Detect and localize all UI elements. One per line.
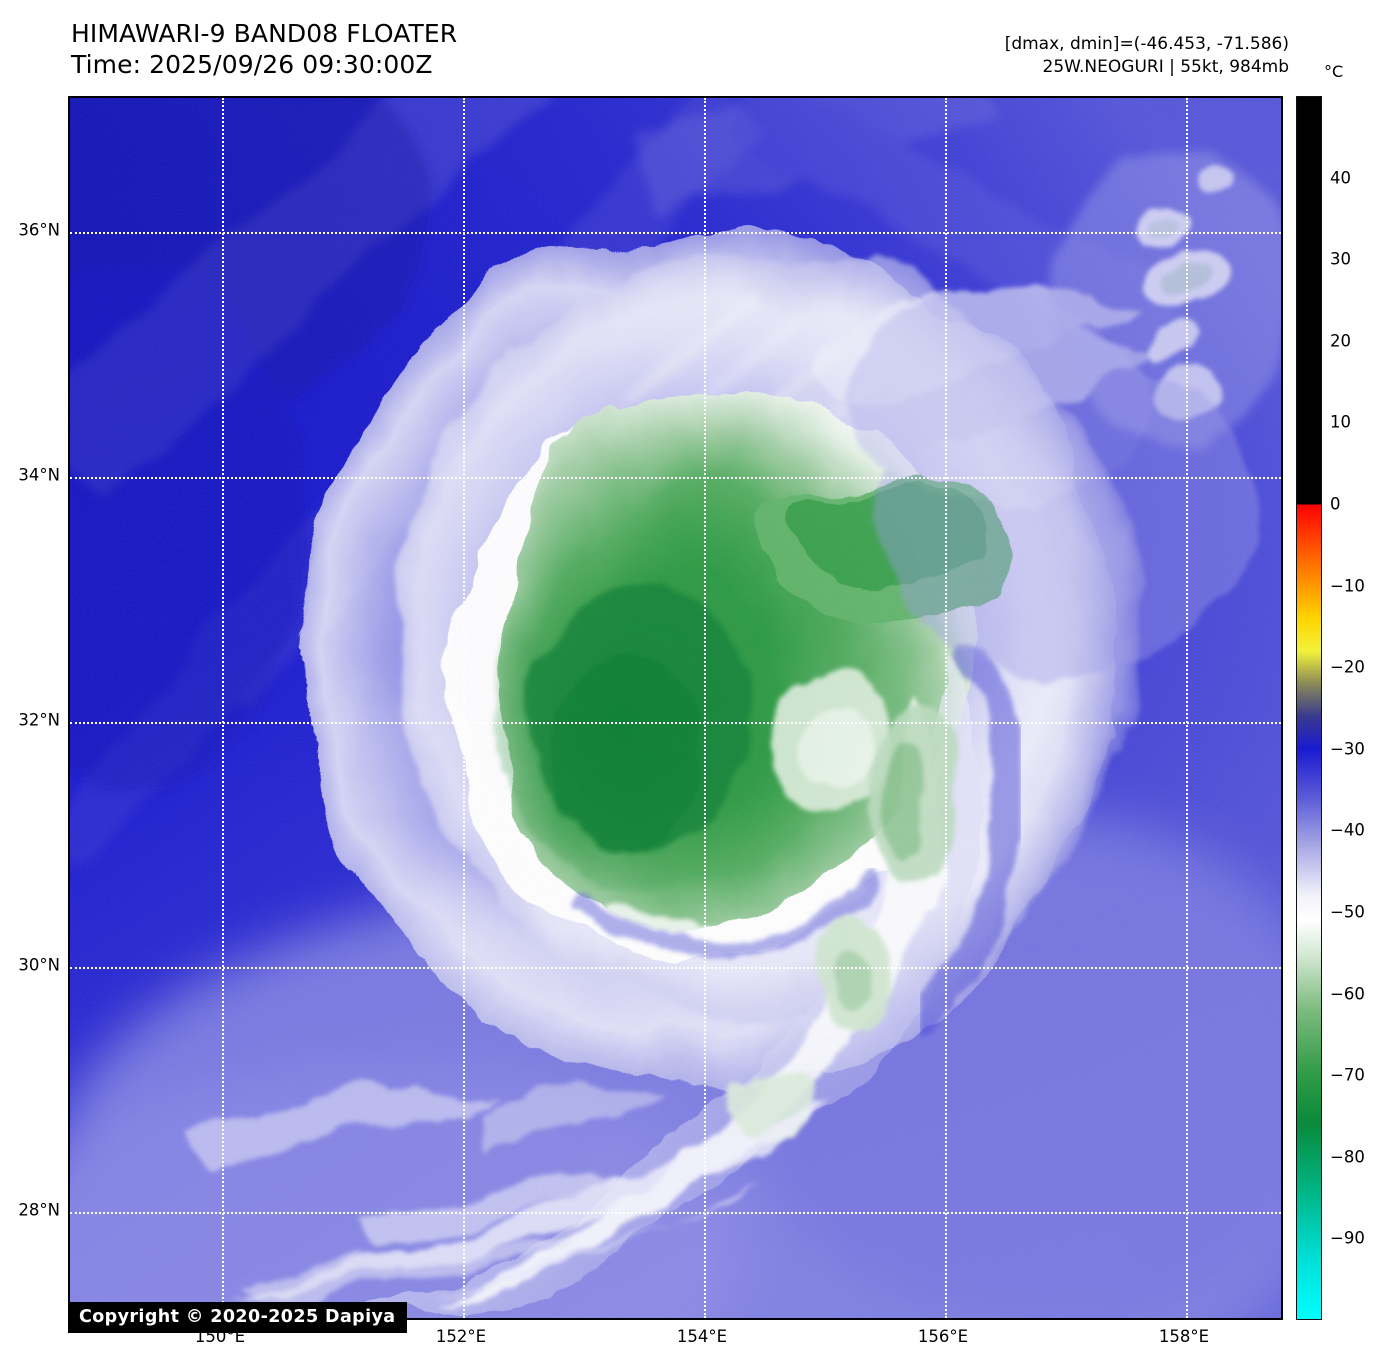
colorbar-tick-2: 20	[1330, 331, 1351, 351]
ytick-label-30: 30°N	[18, 955, 60, 975]
header-right: [dmax, dmin]=(-46.453, -71.586) 25W.NEOG…	[1005, 33, 1289, 79]
copyright-badge: Copyright © 2020-2025 Dapiya	[68, 1302, 407, 1333]
xtick-label-154: 154°E	[676, 1327, 728, 1346]
colorbar-tick-10: −60	[1330, 984, 1365, 1004]
colorbar-tick-12: −80	[1330, 1147, 1365, 1167]
colorbar-tick-13: −90	[1330, 1228, 1365, 1248]
ytick-label-32: 32°N	[18, 710, 60, 730]
temperature-colorbar[interactable]	[1296, 96, 1322, 1320]
colorbar-tick-4: 0	[1330, 494, 1341, 514]
colorbar-tick-11: −70	[1330, 1065, 1365, 1085]
colorbar-tick-1: 30	[1330, 249, 1351, 269]
colorbar-tick-7: −30	[1330, 739, 1365, 759]
xtick-label-156: 156°E	[917, 1327, 969, 1346]
page-title: HIMAWARI-9 BAND08 FLOATER	[71, 19, 458, 48]
timestamp: Time: 2025/09/26 09:30:00Z	[71, 50, 433, 79]
data-range-readout: [dmax, dmin]=(-46.453, -71.586)	[1004, 34, 1289, 54]
colorbar-tick-6: −20	[1330, 657, 1365, 677]
colorbar-tick-8: −40	[1330, 820, 1365, 840]
colorbar-tick-0: 40	[1330, 168, 1351, 188]
colorbar-tick-5: −10	[1330, 576, 1365, 596]
colorbar-unit-label: °C	[1324, 62, 1344, 81]
ir-brightness-temperature-map	[70, 98, 1281, 1318]
header-left: HIMAWARI-9 BAND08 FLOATER Time: 2025/09/…	[71, 18, 457, 80]
ytick-label-36: 36°N	[18, 220, 60, 240]
colorbar-tick-3: 10	[1330, 412, 1351, 432]
xtick-label-152: 152°E	[435, 1327, 487, 1346]
satellite-image-panel[interactable]	[68, 96, 1283, 1320]
xtick-label-158: 158°E	[1158, 1327, 1210, 1346]
colorbar-tick-9: −50	[1330, 902, 1365, 922]
storm-info: 25W.NEOGURI | 55kt, 984mb	[1042, 57, 1289, 77]
ytick-label-34: 34°N	[18, 465, 60, 485]
ytick-label-28: 28°N	[18, 1200, 60, 1220]
